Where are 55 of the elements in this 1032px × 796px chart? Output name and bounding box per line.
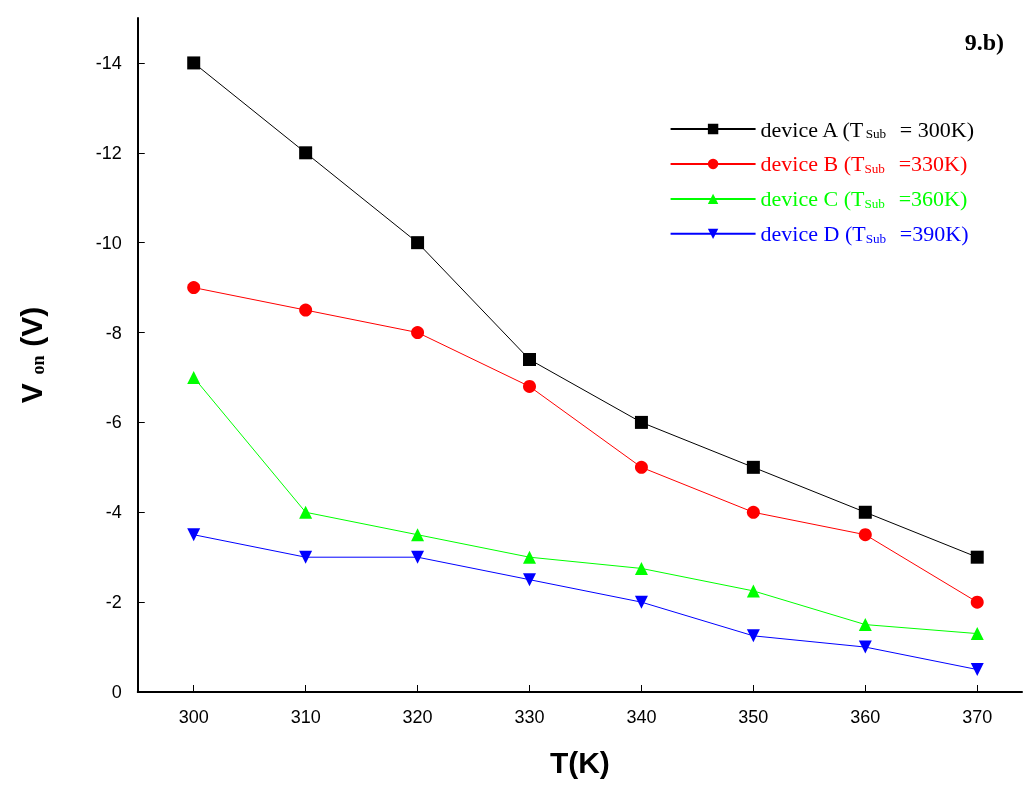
point	[187, 528, 201, 542]
point	[299, 505, 313, 519]
x-tick-label: 310	[290, 707, 321, 727]
point	[411, 326, 425, 340]
point	[970, 550, 984, 564]
point	[970, 663, 984, 677]
legend-label: device B (TSub=330K)	[760, 151, 968, 177]
y-tick-label: -8	[105, 322, 122, 343]
point	[411, 550, 425, 564]
point	[523, 550, 537, 564]
x-axis-title: T(K)	[549, 745, 610, 779]
point	[858, 640, 872, 654]
legend-label: device C (TSub=360K)	[760, 186, 968, 212]
point	[634, 561, 648, 575]
x-tick-label: 320	[402, 707, 433, 727]
y-tick-label: -12	[95, 142, 122, 163]
x-tick-label: 340	[626, 707, 657, 727]
y-tick-label: -6	[105, 412, 122, 433]
legend-label: device A (TSub= 300K)	[760, 116, 974, 142]
point	[187, 56, 201, 70]
x-tick-label: 360	[850, 707, 881, 727]
y-tick-label: 0	[111, 682, 122, 702]
point	[634, 415, 648, 429]
point	[411, 236, 425, 250]
y-axis-title: Von(V)	[14, 306, 48, 404]
point	[746, 629, 760, 643]
point	[970, 595, 984, 609]
point	[299, 146, 313, 160]
point	[299, 550, 313, 564]
point	[746, 584, 760, 598]
x-tick-label: 330	[514, 707, 545, 727]
x-tick-label: 370	[962, 707, 993, 727]
y-tick-label: -4	[105, 502, 122, 523]
annotation: 9.b)	[964, 29, 1004, 55]
point	[858, 528, 872, 542]
point	[187, 370, 201, 384]
point	[299, 303, 313, 317]
point	[858, 505, 872, 519]
point	[970, 627, 984, 641]
point	[187, 281, 201, 295]
y-tick-label: -10	[95, 232, 122, 253]
point	[634, 595, 648, 609]
y-tick-label: -14	[95, 52, 122, 73]
legend-label: device D (TSub=390K)	[760, 221, 969, 247]
point	[523, 352, 537, 366]
point	[411, 528, 425, 542]
point	[523, 379, 537, 393]
point	[523, 573, 537, 587]
x-tick-label: 350	[738, 707, 769, 727]
point	[746, 505, 760, 519]
point	[858, 618, 872, 632]
y-tick-label: -2	[105, 592, 122, 613]
x-tick-label: 300	[178, 707, 209, 727]
point	[634, 460, 648, 474]
point	[746, 460, 760, 474]
